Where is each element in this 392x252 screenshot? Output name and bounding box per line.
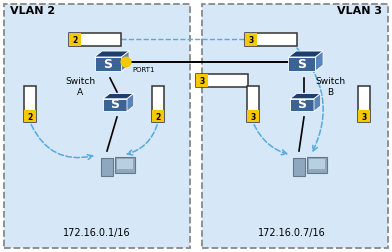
FancyBboxPatch shape — [196, 74, 208, 87]
Polygon shape — [289, 58, 316, 72]
FancyBboxPatch shape — [358, 111, 370, 122]
Text: S: S — [298, 98, 307, 111]
Polygon shape — [94, 52, 129, 58]
Polygon shape — [122, 52, 129, 72]
Text: S: S — [111, 98, 120, 111]
FancyBboxPatch shape — [4, 5, 190, 248]
Text: 3: 3 — [200, 76, 205, 85]
FancyBboxPatch shape — [114, 158, 135, 174]
FancyBboxPatch shape — [69, 33, 81, 46]
Polygon shape — [289, 52, 323, 58]
Text: VLAN 3: VLAN 3 — [337, 6, 382, 16]
FancyBboxPatch shape — [247, 87, 259, 122]
Polygon shape — [103, 99, 127, 112]
Text: S: S — [298, 57, 307, 70]
FancyArrowPatch shape — [31, 125, 93, 160]
FancyArrowPatch shape — [297, 49, 323, 151]
FancyBboxPatch shape — [102, 159, 113, 176]
Text: 2: 2 — [155, 112, 161, 121]
FancyArrowPatch shape — [127, 125, 157, 155]
FancyBboxPatch shape — [307, 158, 327, 174]
Polygon shape — [314, 94, 321, 112]
Text: VLAN 2: VLAN 2 — [10, 6, 55, 16]
FancyBboxPatch shape — [245, 33, 257, 46]
FancyBboxPatch shape — [247, 111, 259, 122]
Text: 172.16.0.1/16: 172.16.0.1/16 — [63, 227, 131, 237]
Polygon shape — [127, 94, 134, 112]
Text: 172.16.0.7/16: 172.16.0.7/16 — [258, 227, 326, 237]
FancyBboxPatch shape — [196, 74, 248, 87]
Polygon shape — [316, 52, 323, 72]
Text: 2: 2 — [27, 112, 33, 121]
FancyBboxPatch shape — [309, 159, 325, 169]
Text: Switch
B: Switch B — [315, 77, 345, 97]
FancyBboxPatch shape — [24, 87, 36, 122]
FancyBboxPatch shape — [117, 159, 133, 169]
Text: S: S — [103, 57, 113, 70]
Text: 3: 3 — [250, 112, 256, 121]
Polygon shape — [290, 99, 314, 112]
Text: 3: 3 — [361, 112, 367, 121]
FancyBboxPatch shape — [69, 33, 121, 46]
Polygon shape — [94, 58, 122, 72]
FancyBboxPatch shape — [202, 5, 388, 248]
FancyArrowPatch shape — [254, 125, 287, 155]
Polygon shape — [103, 94, 134, 99]
Polygon shape — [290, 94, 321, 99]
FancyBboxPatch shape — [245, 33, 297, 46]
Circle shape — [121, 58, 131, 68]
FancyBboxPatch shape — [152, 111, 164, 122]
FancyBboxPatch shape — [293, 159, 305, 176]
Text: 2: 2 — [73, 35, 78, 44]
FancyBboxPatch shape — [358, 87, 370, 122]
FancyBboxPatch shape — [152, 87, 164, 122]
Text: PORT1: PORT1 — [132, 67, 154, 73]
Text: Switch
A: Switch A — [65, 77, 95, 97]
Text: 3: 3 — [249, 35, 254, 44]
FancyBboxPatch shape — [24, 111, 36, 122]
